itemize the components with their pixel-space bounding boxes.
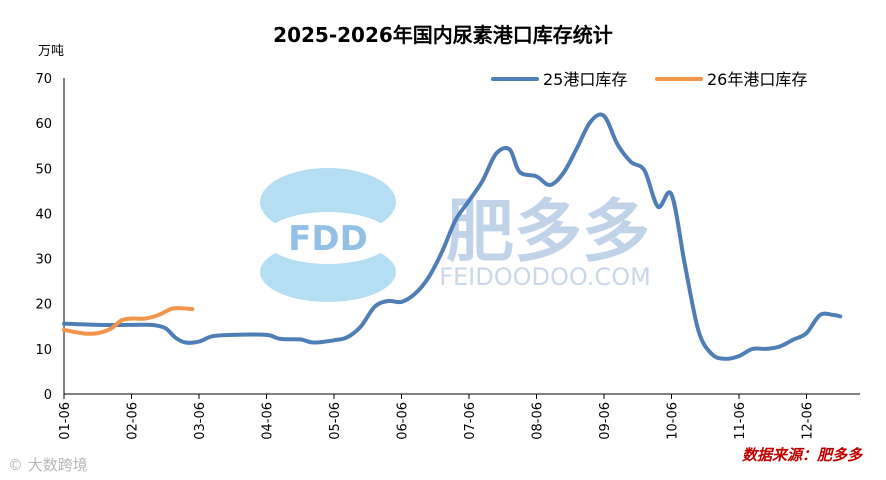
fdd-logo-text: FDD — [288, 219, 368, 259]
y-tick-label: 0 — [44, 388, 52, 403]
y-tick-label: 50 — [35, 162, 52, 177]
x-tick-label: 01-06 — [58, 402, 73, 440]
x-tick-label: 07-06 — [463, 402, 478, 440]
y-tick-label: 40 — [35, 207, 52, 222]
x-tick-label: 02-06 — [126, 402, 141, 440]
corner-watermark: © 大数跨境 — [8, 456, 88, 474]
x-tick-label: 06-06 — [396, 402, 411, 440]
x-tick-label: 04-06 — [261, 402, 276, 440]
brand-cn-text: 肥多多 — [446, 193, 650, 272]
y-ticks: 0 10 20 30 40 50 60 70 — [35, 72, 52, 403]
chart-title: 2025-2026年国内尿素港口库存统计 — [273, 23, 613, 47]
brand-url-text: FEIDOODOO.COM — [439, 263, 651, 291]
series-line-25 — [62, 112, 843, 361]
y-tick-label: 70 — [35, 72, 52, 87]
x-ticks: 01-06 02-06 03-06 04-06 05-06 06-06 07-06 08-06… — [58, 394, 816, 440]
y-axis-unit-label: 万吨 — [38, 44, 64, 59]
x-tick-label: 10-06 — [666, 402, 681, 440]
series-layer — [62, 112, 843, 361]
x-tick-label: 03-06 — [193, 402, 208, 440]
x-tick-label: 11-06 — [733, 402, 748, 440]
y-tick-label: 60 — [35, 117, 52, 132]
fdd-logo: FDD — [260, 168, 396, 302]
series-line-26 — [62, 306, 195, 336]
x-tick-label: 08-06 — [531, 402, 546, 440]
legend: 25港口库存 26年港口库存 — [491, 70, 807, 89]
x-tick-label: 12-06 — [801, 402, 816, 440]
legend-label-26: 26年港口库存 — [707, 70, 807, 89]
y-tick-label: 30 — [35, 253, 52, 268]
watermark: FDD 肥多多 FEIDOODOO.COM — [260, 168, 651, 302]
x-tick-label: 09-06 — [598, 402, 613, 440]
data-source: 数据来源：肥多多 — [742, 446, 863, 464]
x-tick-label: 05-06 — [328, 402, 343, 440]
y-tick-label: 10 — [35, 343, 52, 358]
y-tick-label: 20 — [35, 298, 52, 313]
legend-label-25: 25港口库存 — [543, 70, 627, 89]
